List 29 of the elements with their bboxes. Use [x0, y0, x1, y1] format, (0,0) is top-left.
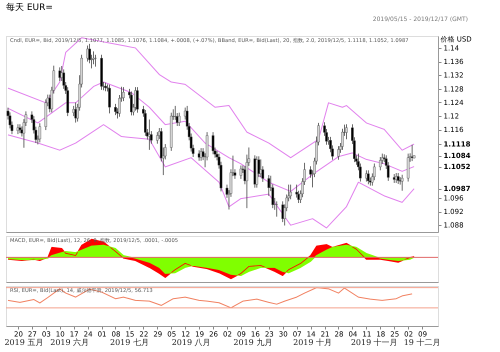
text: 2019 十月	[293, 338, 332, 347]
candlestick	[144, 110, 147, 136]
line-series	[7, 124, 415, 228]
line-series	[7, 37, 415, 158]
candlestick	[92, 50, 95, 65]
candlestick	[130, 91, 133, 116]
candlestick	[289, 184, 292, 200]
candlestick	[136, 86, 139, 114]
candlestick	[396, 172, 400, 184]
candlestick	[341, 128, 344, 150]
candlestick	[38, 122, 42, 143]
text: 2019 六月	[50, 338, 90, 347]
candlestick	[267, 174, 270, 196]
candlestick	[367, 170, 370, 185]
candlestick	[406, 153, 410, 182]
chart-title: 每天 EUR=	[6, 2, 53, 13]
text: 2019 五月	[4, 338, 44, 347]
candlestick	[178, 112, 180, 126]
text: 19 十二月	[404, 338, 440, 347]
text: 2019 九月	[233, 338, 272, 347]
candlestick	[378, 156, 382, 171]
candlestick	[212, 132, 214, 155]
text: 2019 十一月	[350, 338, 398, 347]
candlestick	[337, 146, 340, 160]
candlestick	[240, 165, 242, 180]
text: 2019 八月	[172, 338, 211, 347]
candlestick	[108, 84, 111, 114]
text: 2019 七月	[110, 338, 149, 347]
candlestick	[148, 119, 151, 150]
